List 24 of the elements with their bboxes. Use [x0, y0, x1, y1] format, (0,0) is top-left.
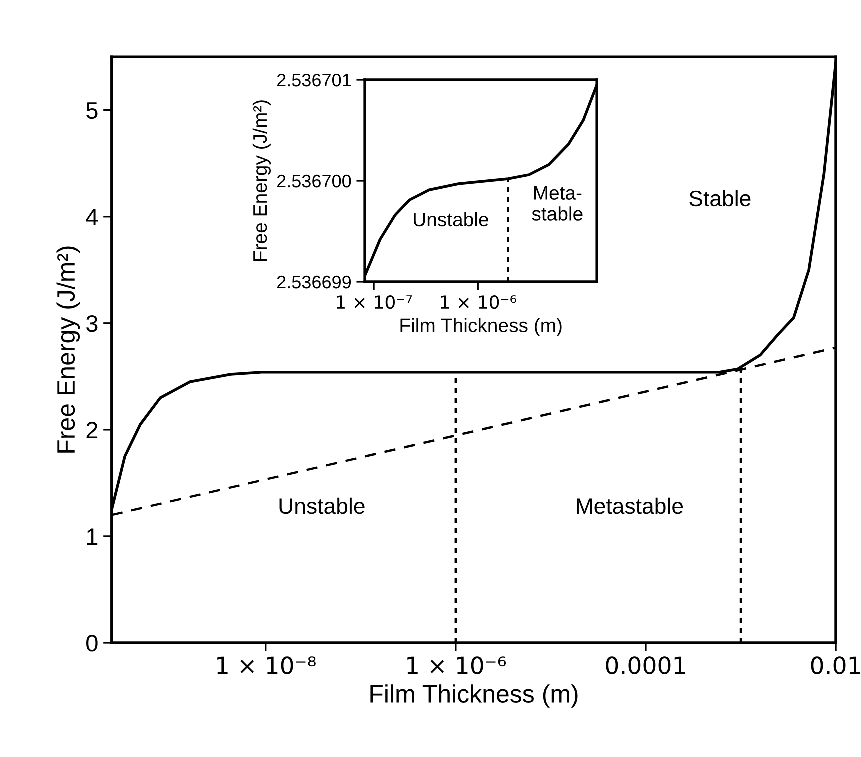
x-tick-label: 1 × 10⁻⁸ [218, 656, 316, 674]
y-axis-title: Free Energy (J/m²) [56, 246, 80, 453]
annotation: Unstable [414, 212, 488, 227]
y-tick-label: 1 [87, 528, 98, 546]
annotation: Unstable [280, 498, 365, 514]
annotation: Stable [690, 190, 751, 207]
y-tick-label: 5 [86, 102, 98, 120]
annotation: Meta- stable [532, 186, 583, 221]
annotation: Metastable [577, 498, 684, 514]
y-tick-label: 2.536699 [277, 276, 352, 289]
x-tick-label: 1 × 10⁻⁷ [337, 295, 412, 310]
x-tick-label: 0.0001 [606, 656, 686, 674]
x-tick-label: 0.01 [811, 656, 860, 674]
y-tick-label: 2.536700 [277, 174, 352, 188]
y-tick-label: 3 [86, 315, 98, 332]
y-tick-label: 4 [86, 209, 98, 226]
x-tick-label: 1 × 10⁻⁶ [441, 295, 516, 310]
y-tick-label: 0 [86, 635, 98, 652]
y-tick-label: 2 [86, 422, 98, 438]
x-axis-title: Film Thickness (m) [400, 318, 562, 336]
y-tick-label: 2.536701 [277, 74, 351, 87]
y-axis-title: Free Energy (J/m²) [252, 100, 272, 261]
x-tick-label: 1 × 10⁻⁶ [408, 656, 506, 674]
x-axis-title: Film Thickness (m) [370, 684, 578, 708]
